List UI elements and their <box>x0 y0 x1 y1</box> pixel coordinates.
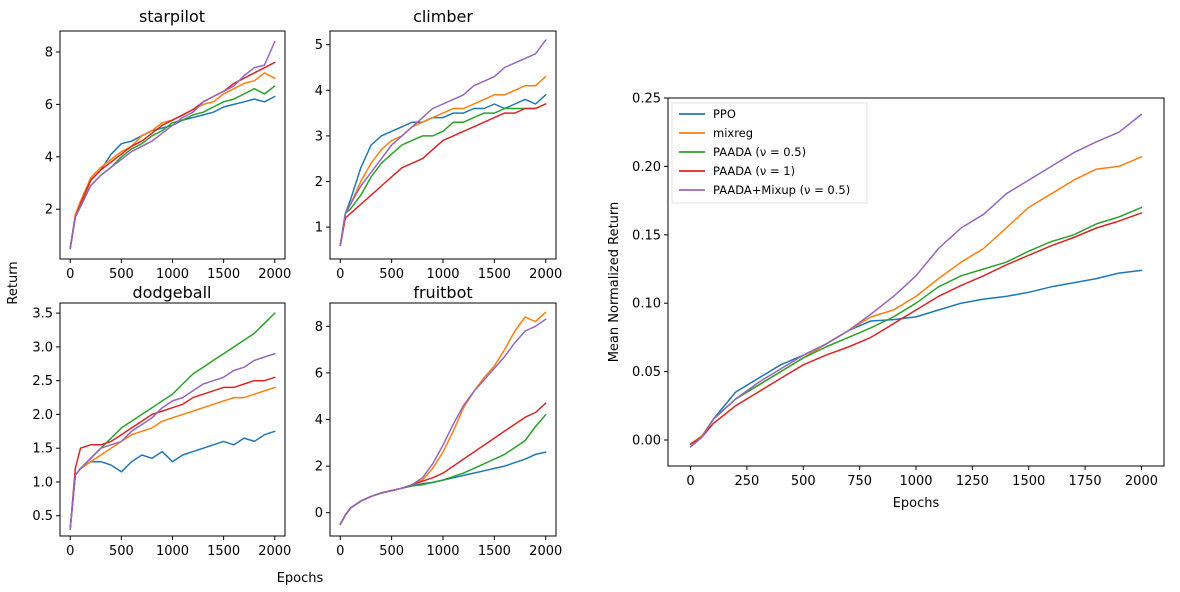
climber-title: climber <box>413 7 473 26</box>
shared-x-axis-label: Epochs <box>277 571 324 586</box>
starpilot-x-tick-label: 0 <box>66 267 74 282</box>
mean-series-ppo <box>689 269 1143 448</box>
climber-x-tick-label: 1500 <box>478 267 511 282</box>
legend-label-mixreg: mixreg <box>713 126 753 140</box>
fruitbot-series-mixreg <box>339 311 547 526</box>
mean-x-tick-label: 1750 <box>1069 474 1102 489</box>
dodgeball-y-tick-label: 1.0 <box>32 475 53 490</box>
fruitbot-x-tick-label: 0 <box>336 544 344 559</box>
legend: PPO mixreg PAADA (ν = 0.5) PAADA (ν = 1) PAA… <box>671 102 868 204</box>
mean-y-axis-label: Mean Normalized Return <box>607 202 622 363</box>
dodgeball-y-tick-label: 3.5 <box>32 307 53 322</box>
starpilot-x-tick-label: 1500 <box>207 267 240 282</box>
fruitbot-series-paada-0-5 <box>339 414 547 526</box>
climber-y-tick-label: 4 <box>315 84 323 99</box>
fruitbot-x-tick-label: 2000 <box>529 544 562 559</box>
climber-plot-frame <box>329 30 557 260</box>
legend-box <box>671 102 868 204</box>
fruitbot-series-ppo <box>339 451 547 526</box>
climber-series-paada-mixup-0-5 <box>339 39 547 247</box>
dodgeball-title: dodgeball <box>133 283 212 302</box>
mean-x-axis-label: Epochs <box>893 496 940 511</box>
dodgeball-series-paada-1 <box>69 376 276 530</box>
legend-label-paada05: PAADA (ν = 0.5) <box>713 145 806 159</box>
dodgeball-series-ppo <box>69 430 276 530</box>
dodgeball-series-paada-mixup-0-5 <box>69 352 276 530</box>
climber-x-tick-label: 500 <box>379 267 404 282</box>
mean-x-tick-label: 750 <box>847 474 872 489</box>
dodgeball-x-tick-label: 1500 <box>207 544 240 559</box>
mean-y-tick-label: 0.10 <box>632 297 661 312</box>
climber-x-tick-label: 0 <box>336 267 344 282</box>
fruitbot-y-tick-label: 2 <box>315 460 323 475</box>
fruitbot-series-paada-mixup-0-5 <box>339 318 547 526</box>
starpilot-series-mixreg <box>69 72 276 250</box>
dodgeball-y-tick-label: 3.0 <box>32 340 53 355</box>
starpilot-y-tick-label: 4 <box>45 150 53 165</box>
legend-label-ppo: PPO <box>713 107 736 121</box>
climber-y-tick-label: 1 <box>315 221 323 236</box>
starpilot-series-paada-1 <box>69 61 276 250</box>
climber-series-mixreg <box>339 75 547 247</box>
starpilot-plot-frame <box>59 30 286 260</box>
starpilot-y-tick-label: 8 <box>45 45 53 60</box>
legend-label-paadamix: PAADA+Mixup (ν = 0.5) <box>713 183 850 197</box>
dodgeball-plot-frame <box>59 302 286 537</box>
dodgeball-x-tick-label: 0 <box>66 544 74 559</box>
dodgeball-x-tick-label: 2000 <box>258 544 291 559</box>
climber-series-paada-1 <box>339 103 547 247</box>
fruitbot-y-tick-label: 4 <box>315 413 323 428</box>
mean-y-tick-label: 0.20 <box>632 160 661 175</box>
mean-series-paada-0-5 <box>689 206 1143 445</box>
dodgeball-series-mixreg <box>69 386 276 530</box>
mean-y-tick-label: 0.25 <box>632 92 661 107</box>
dodgeball-x-tick-label: 1000 <box>156 544 189 559</box>
fruitbot-x-tick-label: 500 <box>379 544 404 559</box>
starpilot-x-tick-label: 500 <box>109 267 134 282</box>
shared-y-axis-label: Return <box>6 261 21 304</box>
climber-x-tick-label: 1000 <box>426 267 459 282</box>
mean-x-tick-label: 0 <box>686 474 694 489</box>
climber-y-tick-label: 3 <box>315 129 323 144</box>
starpilot-x-tick-label: 2000 <box>258 267 291 282</box>
starpilot-series-paada-mixup-0-5 <box>69 40 276 250</box>
climber-x-tick-label: 2000 <box>529 267 562 282</box>
fruitbot-x-tick-label: 1000 <box>426 544 459 559</box>
mean-y-tick-label: 0.05 <box>632 365 661 380</box>
mean-x-tick-label: 1000 <box>899 474 932 489</box>
climber-y-tick-label: 5 <box>315 38 323 53</box>
dodgeball-y-tick-label: 0.5 <box>32 509 53 524</box>
starpilot-title: starpilot <box>139 7 205 26</box>
mean-series-paada-1 <box>689 212 1143 445</box>
mean-x-tick-label: 500 <box>791 474 816 489</box>
dodgeball-series-paada-0-5 <box>69 312 276 530</box>
mean-y-tick-label: 0.15 <box>632 228 661 243</box>
climber-series-paada-0-5 <box>339 103 547 247</box>
mean-x-tick-label: 1250 <box>956 474 989 489</box>
mean-y-tick-label: 0.00 <box>632 434 661 449</box>
fruitbot-series-paada-1 <box>339 402 547 526</box>
fruitbot-x-tick-label: 1500 <box>478 544 511 559</box>
mean-x-tick-label: 250 <box>734 474 759 489</box>
mean-x-tick-label: 2000 <box>1125 474 1158 489</box>
dodgeball-y-tick-label: 2.5 <box>32 374 53 389</box>
dodgeball-y-tick-label: 2.0 <box>32 408 53 423</box>
climber-y-tick-label: 2 <box>315 175 323 190</box>
legend-label-paada1: PAADA (ν = 1) <box>713 164 795 178</box>
fruitbot-y-tick-label: 0 <box>315 506 323 521</box>
dodgeball-x-tick-label: 500 <box>109 544 134 559</box>
fruitbot-y-tick-label: 6 <box>315 366 323 381</box>
starpilot-y-tick-label: 2 <box>45 203 53 218</box>
series-layer <box>69 39 1143 530</box>
starpilot-y-tick-label: 6 <box>45 98 53 113</box>
dodgeball-y-tick-label: 1.5 <box>32 442 53 457</box>
climber-series-ppo <box>339 94 547 247</box>
mean-x-tick-label: 1500 <box>1012 474 1045 489</box>
fruitbot-title: fruitbot <box>413 283 472 302</box>
mean-series-paada-mixup-0-5 <box>689 113 1143 448</box>
starpilot-x-tick-label: 1000 <box>156 267 189 282</box>
fruitbot-y-tick-label: 8 <box>315 320 323 335</box>
